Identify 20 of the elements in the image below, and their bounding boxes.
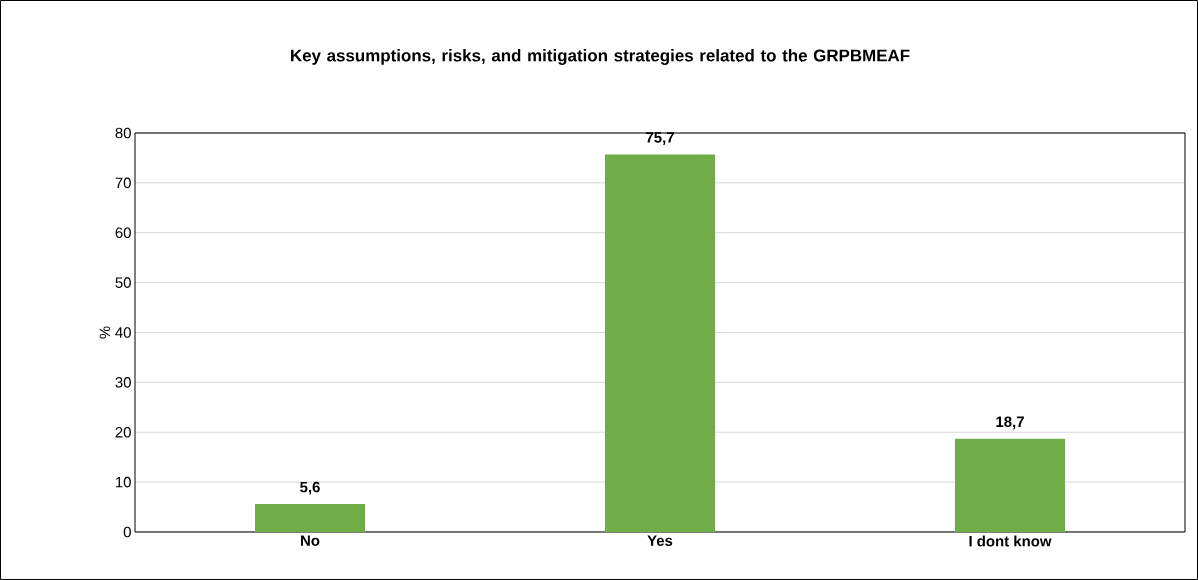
y-tick-label: 80	[115, 127, 131, 139]
y-tick-label: 10	[116, 476, 131, 488]
x-tick-label: I dont know	[969, 535, 1052, 547]
y-tick-label: 30	[115, 377, 131, 388]
x-tick-label: No	[301, 535, 320, 546]
x-tick-label: Yes	[647, 535, 673, 546]
y-tick-label: 50	[115, 277, 131, 288]
y-tick-label: 60	[115, 227, 131, 239]
bar	[954, 438, 1065, 532]
chart-title: Key assumptions, risks, and mitigation strategies related to the GRPBMEAF	[291, 49, 910, 65]
y-axis-title: %	[99, 326, 111, 339]
y-tick-label: 20	[115, 426, 131, 438]
y-tick-label: 40	[115, 327, 131, 338]
data-label: 5,6	[300, 481, 320, 495]
bar	[605, 154, 715, 532]
data-label: 18,7	[996, 416, 1024, 430]
data-label: 75,7	[646, 132, 674, 145]
y-tick-label: 0	[123, 526, 131, 538]
bar	[255, 504, 366, 532]
y-tick-label: 70	[115, 177, 131, 189]
